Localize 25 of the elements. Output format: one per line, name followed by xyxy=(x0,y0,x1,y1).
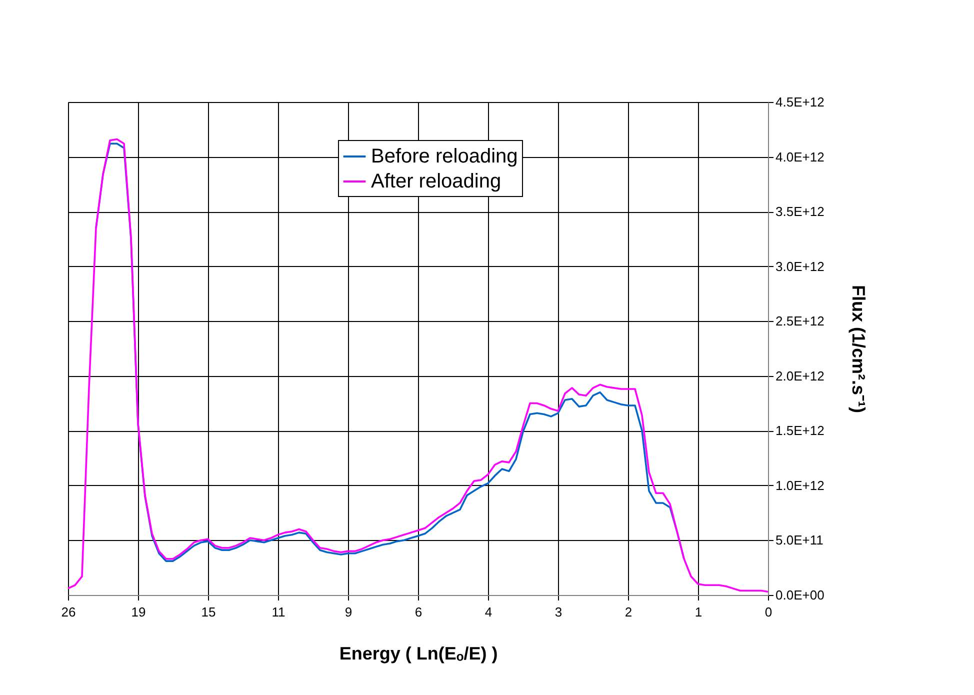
y-tick-label: 3.5E+12 xyxy=(776,204,824,220)
x-axis-title: Energy ( Ln(Eₒ/E) ) xyxy=(339,644,498,664)
y-tick-label: 0.0E+00 xyxy=(776,588,824,602)
y-tick-label: 5.0E+11 xyxy=(776,532,824,548)
y-tick-label: 4.5E+12 xyxy=(776,94,824,110)
x-tick-label: 4 xyxy=(484,604,492,620)
legend-label: After reloading xyxy=(371,170,502,192)
y-axis-title: Flux (1/cm².s⁻¹) xyxy=(848,284,868,414)
x-tick-label: 26 xyxy=(61,604,76,620)
x-tick-label: 9 xyxy=(344,604,352,620)
y-tick-label: 2.5E+12 xyxy=(776,314,824,329)
x-tick-label: 2 xyxy=(624,604,632,620)
y-tick-label: 1.0E+12 xyxy=(776,478,824,493)
x-tick-label: 1 xyxy=(694,604,702,620)
y-tick-label: 1.5E+12 xyxy=(776,423,824,438)
y-tick-label: 2.0E+12 xyxy=(776,368,824,384)
x-tick-label: 3 xyxy=(554,604,562,620)
legend-label: Before reloading xyxy=(371,146,518,168)
x-tick-label: 15 xyxy=(201,604,216,620)
x-tick-label: 19 xyxy=(131,604,146,620)
x-tick-label: 6 xyxy=(414,604,422,620)
x-tick-label: 0 xyxy=(764,604,772,620)
x-tick-label: 11 xyxy=(272,604,286,620)
y-tick-label: 4.0E+12 xyxy=(776,149,824,164)
y-tick-label: 3.0E+12 xyxy=(776,258,824,274)
